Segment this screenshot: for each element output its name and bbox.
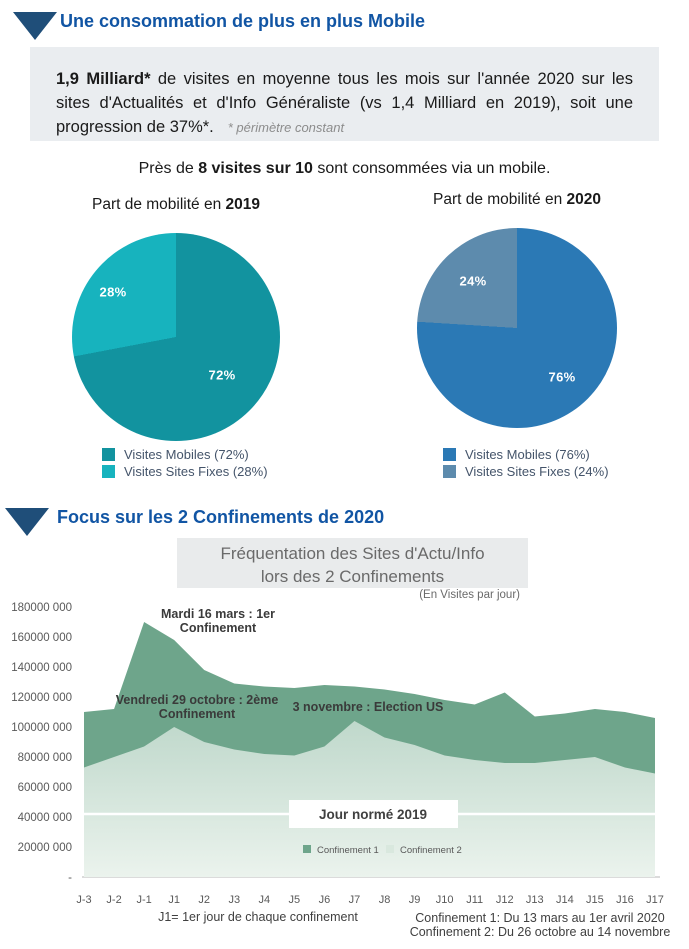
x-tick-label: J4 xyxy=(259,894,271,906)
chart-subtitle: (En Visites par jour) xyxy=(419,589,520,601)
x-tick-label: J3 xyxy=(228,894,240,906)
chart-legend-marker-2 xyxy=(386,845,394,853)
legend-label-mobiles: Visites Mobiles (76%) xyxy=(465,446,590,462)
x-axis-note: J1= 1er jour de chaque confinement xyxy=(158,910,358,924)
annotation-1: Vendredi 29 octobre : 2ème xyxy=(116,693,279,707)
pie-2020-title-year: 2020 xyxy=(566,191,602,208)
x-tick-label: J6 xyxy=(319,894,331,906)
y-tick-label: 100000 000 xyxy=(11,722,72,734)
x-tick-label: J12 xyxy=(496,894,514,906)
pie-2020-title: Part de mobilité en 2020 xyxy=(371,191,663,209)
y-tick-label: - xyxy=(68,872,72,884)
y-tick-label: 160000 000 xyxy=(11,632,72,644)
legend-label-mobiles: Visites Mobiles (72%) xyxy=(124,446,249,462)
lead-sentence: Près de 8 visites sur 10 sont consommées… xyxy=(0,160,689,178)
pie-2020-legend: Visites Mobiles (76%) Visites Sites Fixe… xyxy=(443,446,609,480)
x-tick-label: J5 xyxy=(289,894,301,906)
lead-suffix: sont consommées via un mobile. xyxy=(312,160,551,177)
x-tick-label: J2 xyxy=(198,894,210,906)
legend-marker-mobiles xyxy=(102,447,115,461)
x-tick-label: J13 xyxy=(526,894,544,906)
chart-legend-label-1: Confinement 1 xyxy=(317,845,379,856)
x-tick-label: J-3 xyxy=(76,894,91,906)
y-tick-label: 180000 000 xyxy=(11,602,72,614)
legend-label-fixes: Visites Sites Fixes (24%) xyxy=(465,463,609,479)
section1-title: Une consommation de plus en plus Mobile xyxy=(60,11,426,31)
annotation-1: Confinement xyxy=(159,707,236,721)
pie-2019-legend: Visites Mobiles (72%) Visites Sites Fixe… xyxy=(102,446,268,480)
chart-title-line1: Fréquentation des Sites d'Actu/Info xyxy=(220,544,485,563)
footnote-confinement-2: Confinement 2: Du 26 octobre au 14 novem… xyxy=(410,925,671,939)
legend-marker-fixes xyxy=(443,464,456,478)
section2-arrow-icon xyxy=(5,508,49,536)
highlight-text: de visites en moyenne tous les mois sur … xyxy=(56,70,633,136)
section2-title: Focus sur les 2 Confinements de 2020 xyxy=(57,507,385,527)
footnote-confinement-1: Confinement 1: Du 13 mars au 1er avril 2… xyxy=(415,911,664,925)
legend-row: Visites Sites Fixes (28%) xyxy=(102,463,268,479)
y-tick-label: 140000 000 xyxy=(11,662,72,674)
pie-2019-major-label: 72% xyxy=(208,367,236,383)
pie-2020-minor-label: 24% xyxy=(459,273,487,289)
x-tick-label: J1 xyxy=(168,894,180,906)
x-tick-label: J14 xyxy=(556,894,574,906)
chart-legend-marker-1 xyxy=(303,845,311,853)
pie-2019-title: Part de mobilité en 2019 xyxy=(30,196,322,214)
section1-arrow-icon xyxy=(13,12,57,40)
x-tick-label: J-2 xyxy=(106,894,121,906)
pie-chart-2019: 28% 72% xyxy=(72,233,280,441)
y-tick-label: 60000 000 xyxy=(18,782,72,794)
x-tick-label: J9 xyxy=(409,894,421,906)
y-tick-label: 40000 000 xyxy=(18,812,72,824)
x-tick-label: J17 xyxy=(646,894,664,906)
legend-marker-mobiles xyxy=(443,447,456,461)
y-tick-label: 80000 000 xyxy=(18,752,72,764)
highlight-bold: 1,9 Milliard* xyxy=(56,70,151,88)
legend-row: Visites Mobiles (76%) xyxy=(443,446,609,462)
pie-2020-major-label: 76% xyxy=(548,369,576,385)
annotation-0: Mardi 16 mars : 1er xyxy=(161,607,275,621)
pie-2019-title-prefix: Part de mobilité en xyxy=(91,196,226,213)
y-tick-label: 20000 000 xyxy=(18,842,72,854)
legend-marker-fixes xyxy=(102,464,115,478)
lead-bold: 8 visites sur 10 xyxy=(198,160,313,177)
reference-label: Jour normé 2019 xyxy=(319,807,427,822)
perimeter-footnote: * périmètre constant xyxy=(227,120,345,135)
pie-2019-title-year: 2019 xyxy=(225,196,261,213)
chart-legend-label-2: Confinement 2 xyxy=(400,845,462,856)
lead-prefix: Près de xyxy=(138,160,199,177)
annotation-2: 3 novembre : Election US xyxy=(293,700,444,714)
pie-chart-2020: 24% 76% xyxy=(417,228,617,428)
x-tick-label: J16 xyxy=(616,894,634,906)
legend-row: Visites Mobiles (72%) xyxy=(102,446,268,462)
highlight-box: 1,9 Milliard* de visites en moyenne tous… xyxy=(30,47,659,141)
legend-label-fixes: Visites Sites Fixes (28%) xyxy=(124,463,268,479)
x-tick-label: J10 xyxy=(436,894,454,906)
x-tick-label: J11 xyxy=(466,894,483,906)
chart-title-line2: lors des 2 Confinements xyxy=(260,567,445,586)
legend-row: Visites Sites Fixes (24%) xyxy=(443,463,609,479)
chart-title-box: Fréquentation des Sites d'Actu/Info lors… xyxy=(177,538,528,588)
series-confinement-2-area xyxy=(84,721,655,877)
reference-label-box xyxy=(289,800,458,828)
x-tick-label: J7 xyxy=(349,894,361,906)
x-tick-label: J-1 xyxy=(136,894,151,906)
x-tick-label: J15 xyxy=(586,894,604,906)
pie-2020-title-prefix: Part de mobilité en xyxy=(432,191,567,208)
annotation-0: Confinement xyxy=(180,621,257,635)
pie-2019-minor-label: 28% xyxy=(99,284,127,300)
y-tick-label: 120000 000 xyxy=(11,692,72,704)
x-tick-label: J8 xyxy=(379,894,391,906)
